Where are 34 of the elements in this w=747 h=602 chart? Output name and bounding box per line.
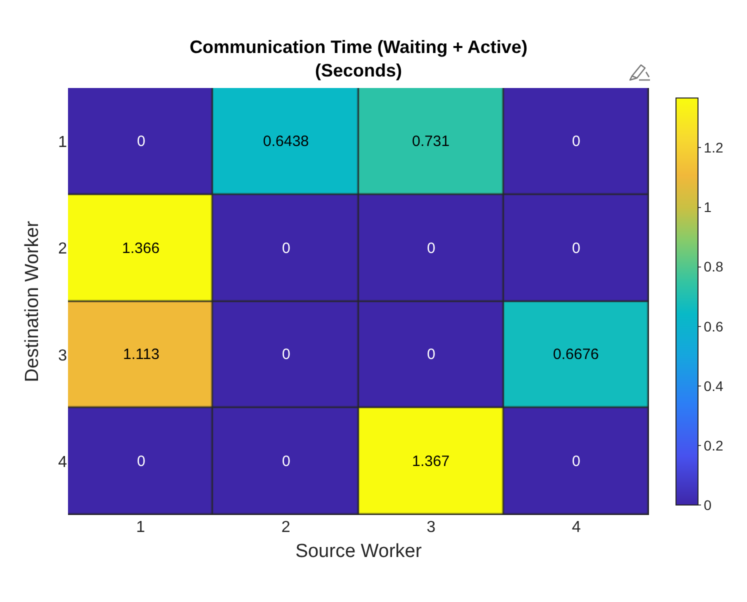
color-bar-label: 1.2 [704,140,724,156]
x-tick-label: 2 [281,519,290,536]
data-label: 0.731 [412,133,450,150]
data-label: 1.367 [412,453,450,470]
data-label: 1.113 [123,346,160,363]
data-label: 0.6438 [263,133,309,150]
data-label: 0.6676 [553,346,599,363]
data-label: 0 [282,346,290,363]
data-label: 0 [137,133,146,150]
data-label: 0 [572,453,580,470]
y-tick-label: 1 [58,134,68,151]
data-label: 0 [137,453,146,470]
y-axis-title: Destination Worker [22,220,43,382]
color-bar-label: 0.8 [704,258,724,275]
color-bar-label: 0.6 [704,318,724,334]
data-label: 0 [282,453,290,470]
x-tick-label: 4 [572,519,581,536]
data-label: 1.366 [122,240,160,257]
color-bar-label: 0.2 [704,437,724,454]
x-tick-label: 1 [136,519,146,536]
data-label: 0 [427,346,436,363]
y-tick-label: 3 [58,347,68,364]
y-tick-label: 4 [58,454,68,472]
y-tick-label: 2 [58,240,68,258]
color-bar-label: 0 [704,496,712,513]
data-label: 0 [282,240,290,257]
x-tick-label: 3 [426,519,436,536]
data-label: 0 [427,240,436,257]
data-label: 0 [572,240,580,257]
data-label: 0 [572,133,580,150]
x-axis-title: Source Worker [295,540,422,562]
color-bar-label: 1 [704,199,712,216]
chart-title: Communication Time (Waiting + Active) (Seconds) [190,36,528,80]
color-bar-label: 0.4 [704,378,724,394]
